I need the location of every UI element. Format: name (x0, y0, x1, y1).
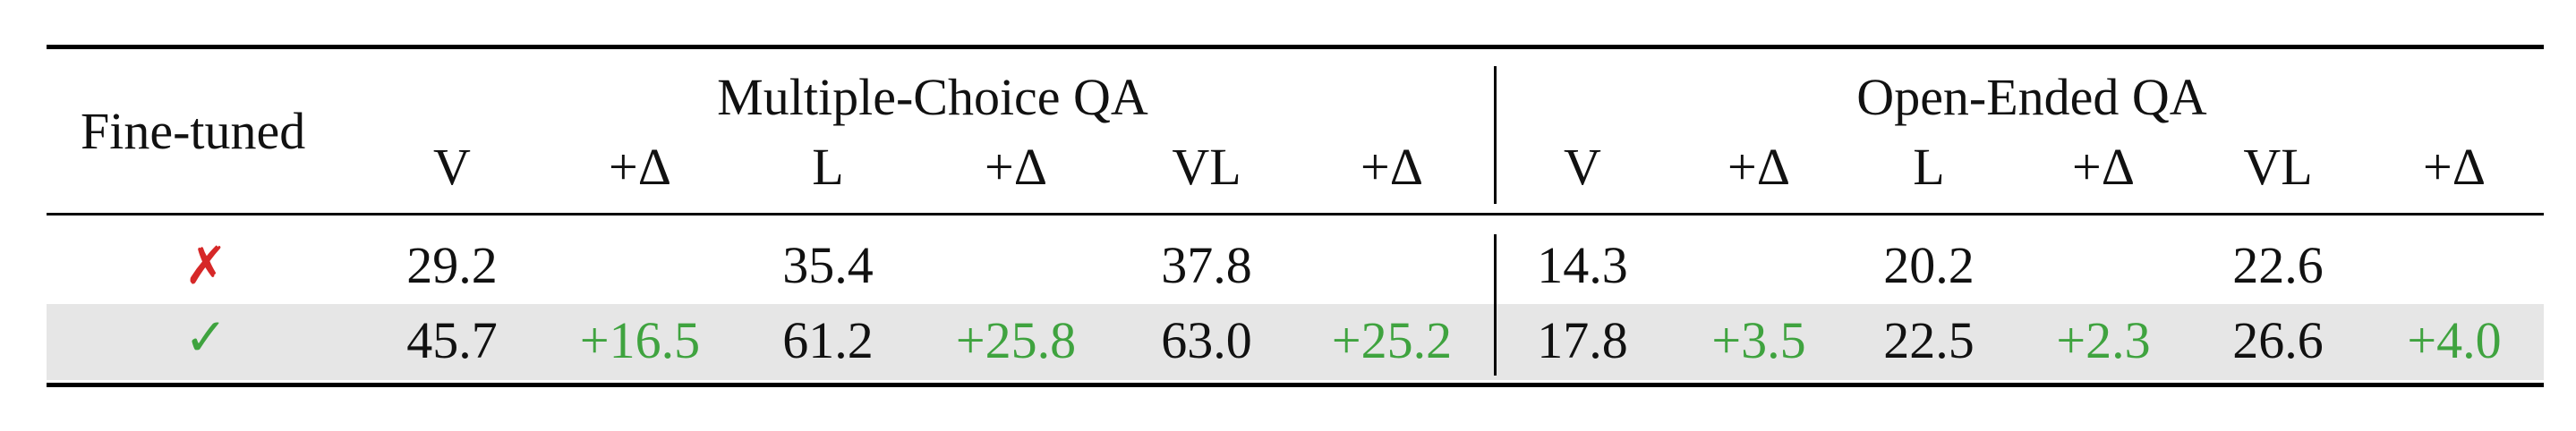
bottom-rule (47, 383, 2544, 387)
cell-r2-oe-l: 22.5 (1883, 311, 1975, 369)
cell-r2-oe-vl-delta: +4.0 (2407, 311, 2502, 369)
col-header-mc-vl: VL (1172, 138, 1241, 196)
cell-r2-mc-vl: 63.0 (1161, 311, 1252, 369)
cell-r2-mc-vl-delta: +25.2 (1331, 311, 1453, 369)
cell-r1-mc-l: 35.4 (782, 236, 874, 294)
cell-r2-mc-v-delta: +16.5 (579, 311, 701, 369)
col-header-oe-vl: VL (2243, 138, 2313, 196)
cell-r2-oe-l-delta: +2.3 (2056, 311, 2151, 369)
col-header-oe-v: V (1564, 138, 1601, 196)
group-separator-header (1494, 66, 1497, 204)
top-rule (47, 45, 2544, 49)
cell-r1-mc-vl: 37.8 (1161, 236, 1252, 294)
group-separator-body (1494, 234, 1497, 376)
mid-rule (47, 213, 2544, 216)
cell-r2-oe-vl: 26.6 (2232, 311, 2324, 369)
col-header-mc-v: V (433, 138, 471, 196)
col-header-oe-v-delta: +Δ (1727, 138, 1791, 196)
cell-r2-oe-v: 17.8 (1537, 311, 1628, 369)
finetuned-check-icon: ✓ (183, 307, 228, 368)
cell-r1-oe-vl: 22.6 (2232, 236, 2324, 294)
col-header-mc-l-delta: +Δ (984, 138, 1048, 196)
group-header-open-ended: Open-Ended QA (1856, 68, 2207, 126)
row-label-header: Fine-tuned (81, 102, 306, 160)
cell-r1-oe-v: 14.3 (1537, 236, 1628, 294)
col-header-oe-l: L (1913, 138, 1945, 196)
cell-r2-oe-v-delta: +3.5 (1711, 311, 1806, 369)
col-header-mc-l: L (812, 138, 844, 196)
cell-r1-oe-l: 20.2 (1883, 236, 1975, 294)
cell-r2-mc-v: 45.7 (406, 311, 498, 369)
highlight-row-band (47, 304, 2544, 380)
cell-r2-mc-l-delta: +25.8 (955, 311, 1077, 369)
col-header-oe-vl-delta: +Δ (2422, 138, 2486, 196)
col-header-mc-v-delta: +Δ (608, 138, 672, 196)
group-header-multiple-choice: Multiple-Choice QA (717, 68, 1148, 126)
col-header-oe-l-delta: +Δ (2071, 138, 2136, 196)
finetuned-cross-icon: ✗ (183, 235, 228, 296)
col-header-mc-vl-delta: +Δ (1360, 138, 1424, 196)
cell-r1-mc-v: 29.2 (406, 236, 498, 294)
cell-r2-mc-l: 61.2 (782, 311, 874, 369)
